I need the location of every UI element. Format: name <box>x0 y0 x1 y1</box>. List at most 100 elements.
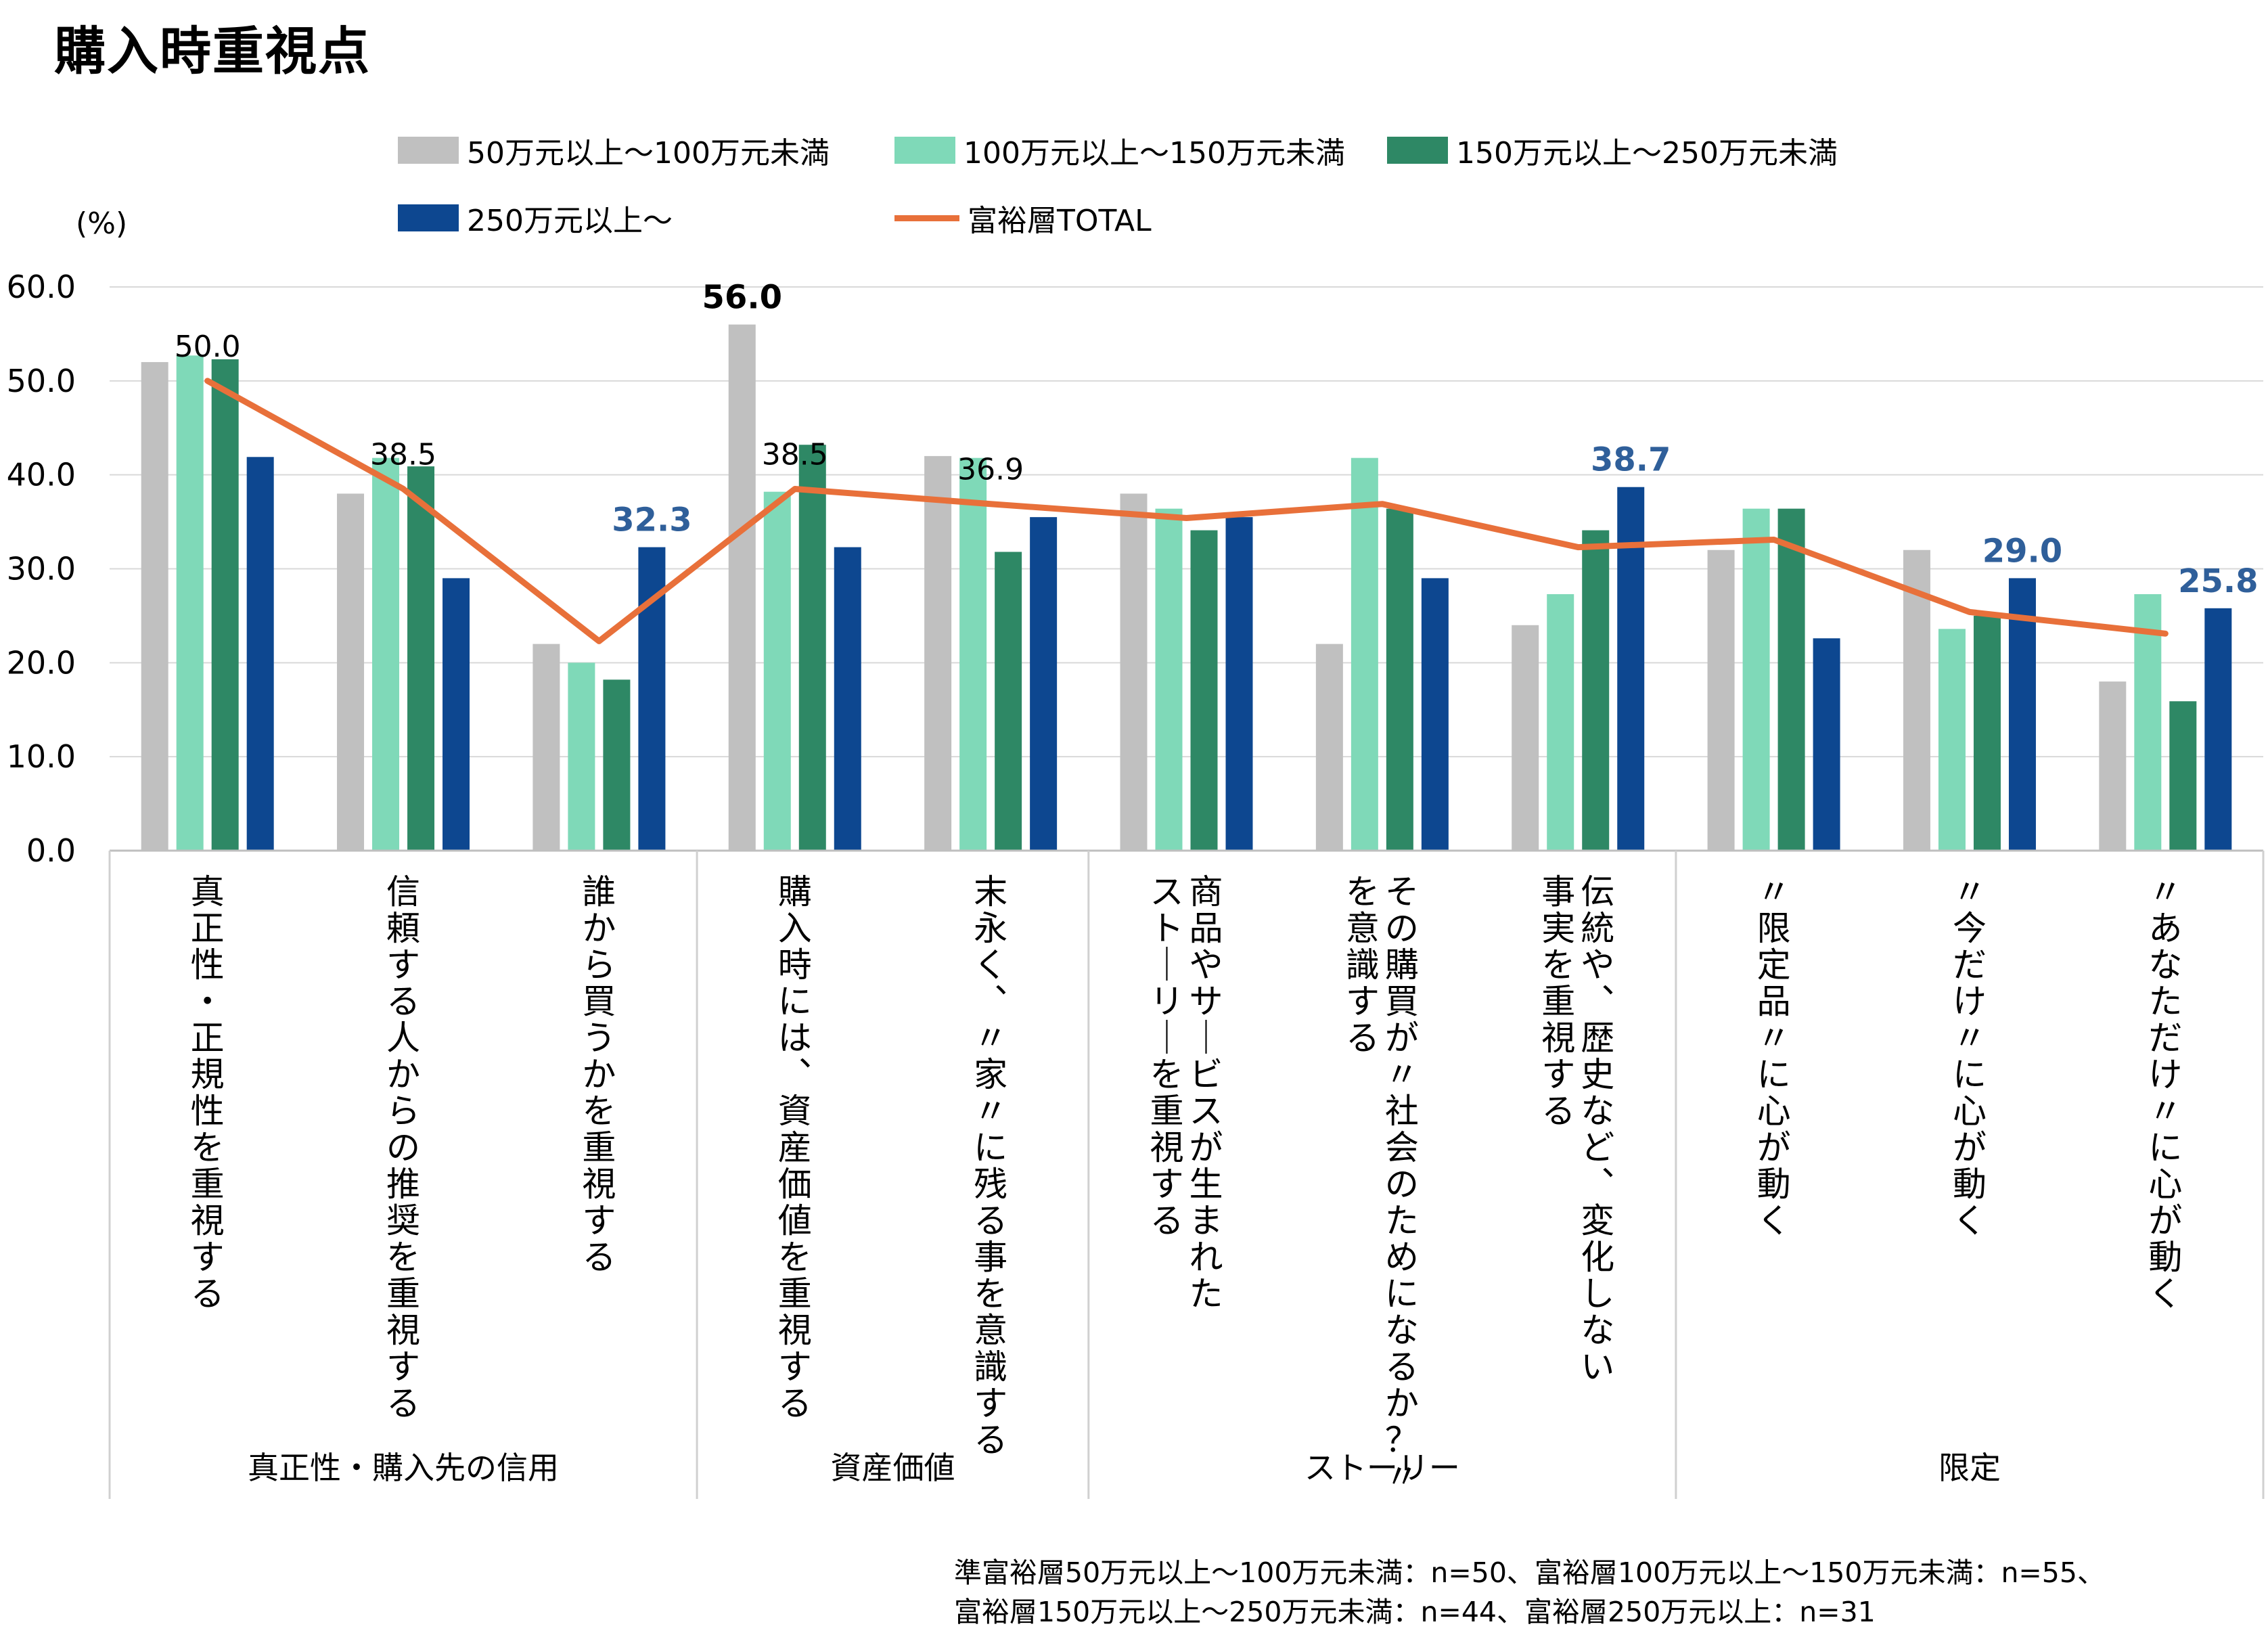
y-axis-unit-label: (%) <box>76 206 128 241</box>
legend-item-total-line: 富裕層TOTAL <box>894 196 1152 240</box>
group-labels: 真正性・購入先の信用 資産価値 ストーリー 限定 <box>248 1450 2001 1486</box>
bar <box>1903 550 1930 851</box>
bar <box>1777 508 1805 851</box>
legend-swatch-series-4 <box>398 204 459 231</box>
bar <box>532 644 560 851</box>
legend-swatch-series-1 <box>398 137 459 164</box>
bar <box>1973 615 2001 851</box>
bar <box>337 493 365 851</box>
bar <box>1421 578 1449 851</box>
legend-item-series-3: 150万元以上～250万元未満 <box>1387 129 1838 172</box>
bar <box>1813 638 1840 851</box>
legend-swatch-series-2 <box>894 137 955 164</box>
category-label: 〃限定品〃に心が動く <box>1757 872 1791 1240</box>
data-label: 32.3 <box>612 501 691 539</box>
category-labels: 真正性・正規性を重視する 信頼する人からの推奨を重視する 誰から買うかを重視する 購入… <box>191 872 2183 1496</box>
bar <box>407 466 435 851</box>
bar <box>603 679 631 851</box>
bar <box>1582 530 1610 851</box>
legend-item-series-4: 250万元以上～ <box>398 196 673 240</box>
legend-label-series-1: 50万元以上～100万元未満 <box>467 136 830 171</box>
bar <box>1512 625 1539 851</box>
data-label: 56.0 <box>702 279 782 317</box>
axes <box>108 849 2265 1499</box>
bar <box>443 578 470 851</box>
legend-label-total-line: 富裕層TOTAL <box>968 204 1152 238</box>
bar <box>1742 508 1770 851</box>
bar <box>1030 517 1058 851</box>
bar <box>1225 517 1253 851</box>
data-label: 25.8 <box>2178 562 2258 600</box>
y-tick-label: 0.0 <box>26 832 76 869</box>
legend-item-series-1: 50万元以上～100万元未満 <box>398 129 830 172</box>
bar <box>1617 487 1645 851</box>
footnote-line-2: 富裕層150万元以上～250万元未満：n=44、富裕層250万元以上：n=31 <box>954 1596 1876 1628</box>
bar <box>372 457 400 851</box>
bar <box>1386 508 1413 851</box>
bar <box>211 359 239 851</box>
bar <box>246 457 274 851</box>
bar <box>2099 681 2127 851</box>
bar <box>995 552 1022 851</box>
legend-label-series-2: 100万元以上～150万元未満 <box>963 136 1345 171</box>
group-label: 限定 <box>1938 1450 2001 1486</box>
bar <box>1120 493 1148 851</box>
category-label: 伝統や︑歴史など︑変化しない <box>1581 872 1614 1387</box>
group-label: ストーリー <box>1305 1450 1460 1486</box>
legend-item-series-2: 100万元以上～150万元未満 <box>894 129 1345 172</box>
bar <box>1547 593 1574 851</box>
bar <box>728 324 756 851</box>
category-label: その購買が〃社会のためになるか？〃 <box>1385 872 1419 1496</box>
bar <box>1707 550 1735 851</box>
bar <box>2204 608 2232 851</box>
y-tick-label: 20.0 <box>7 644 76 681</box>
bar <box>1190 530 1218 851</box>
bar <box>959 457 987 851</box>
bar <box>763 491 791 851</box>
category-label: 事実を重視する <box>1541 872 1575 1131</box>
data-label: 50.0 <box>175 330 241 364</box>
group-label: 資産価値 <box>830 1450 955 1486</box>
footnote: 準富裕層50万元以上～100万元未満：n=50、富裕層100万元以上～150万元… <box>954 1553 2105 1632</box>
category-label: 購入時には︑資産価値を重視する <box>778 872 812 1423</box>
data-label: 38.5 <box>762 437 828 472</box>
category-label: 〃あなただけ〃に心が動く <box>2148 872 2182 1314</box>
bar <box>141 362 168 851</box>
category-label: を意識する <box>1346 872 1380 1058</box>
category-label: 誰から買うかを重視する <box>582 872 616 1277</box>
y-tick-label: 60.0 <box>7 269 76 305</box>
bar <box>1315 644 1343 851</box>
category-label: 商品やサ｜ビスが生まれた <box>1189 872 1223 1314</box>
total-line-series <box>204 378 2169 644</box>
bar <box>1351 457 1378 851</box>
bar <box>924 455 952 851</box>
bars <box>141 324 2232 851</box>
data-label: 29.0 <box>1982 532 2062 570</box>
y-axis-tick-labels: 0.0 10.0 20.0 30.0 40.0 50.0 60.0 <box>7 269 76 869</box>
y-tick-label: 50.0 <box>7 363 76 399</box>
category-label: 真正性・正規性を重視する <box>191 872 225 1314</box>
category-label: スト｜リ｜を重視する <box>1150 872 1184 1240</box>
legend-label-series-4: 250万元以上～ <box>467 204 673 238</box>
data-labels: 50.0 38.5 38.5 36.9 56.0 32.3 38.7 29.0 25.8 <box>175 279 2259 600</box>
bar <box>568 663 595 851</box>
bar <box>1155 508 1183 851</box>
y-tick-label: 40.0 <box>7 457 76 493</box>
category-label: 信頼する人からの推奨を重視する <box>386 872 420 1423</box>
category-label: 〃今だけ〃に心が動く <box>1953 872 1987 1240</box>
bar <box>834 547 861 851</box>
chart-title: 購入時重視点 <box>54 21 371 81</box>
bar <box>176 355 204 851</box>
total-line <box>204 378 2169 644</box>
legend-swatch-series-3 <box>1387 137 1448 164</box>
y-tick-label: 10.0 <box>7 738 76 775</box>
category-label: 末永く︑〃家〃に残る事を意識する <box>974 872 1007 1460</box>
data-label: 38.5 <box>370 437 436 472</box>
legend-line-swatch <box>894 215 959 221</box>
footnote-line-1: 準富裕層50万元以上～100万元未満：n=50、富裕層100万元以上～150万元… <box>954 1556 2105 1589</box>
bar <box>798 445 826 851</box>
data-label: 36.9 <box>957 453 1024 487</box>
bar <box>1938 629 1966 851</box>
y-tick-label: 30.0 <box>7 551 76 587</box>
